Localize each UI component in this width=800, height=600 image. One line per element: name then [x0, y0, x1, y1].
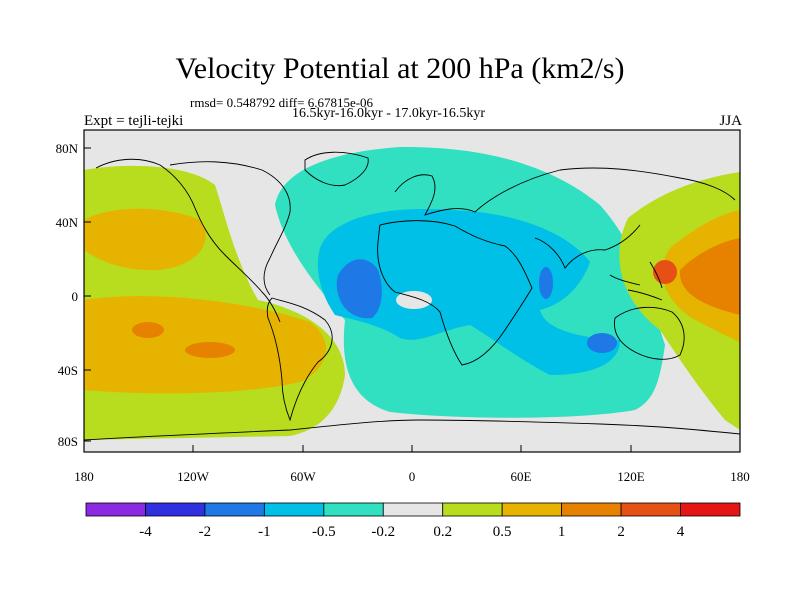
colorbar-label: -2	[199, 524, 212, 540]
coast-antarctica	[84, 419, 740, 441]
colorbar-swatch	[442, 502, 503, 517]
lon-tick-label: 180	[730, 469, 750, 484]
lat-tick-label: 0	[72, 289, 79, 304]
coast-eurasia	[394, 167, 736, 269]
colorbar-label: 1	[558, 524, 566, 540]
colorbar-label: 0.5	[493, 524, 512, 540]
contour-negative-1b	[539, 267, 553, 299]
colorbar-swatch	[382, 502, 444, 517]
contour-positive-west-1a	[132, 322, 164, 338]
map-plot-area	[84, 130, 740, 452]
lon-tick-label: 60E	[511, 469, 532, 484]
lon-tick-label: 60W	[290, 469, 316, 484]
contour-neutral-gulf-of-guinea	[396, 291, 432, 309]
colorbar-swatch	[561, 502, 622, 517]
contour-negative-1a	[336, 259, 382, 319]
coast-greenland	[304, 151, 369, 187]
contour-positive-west-1b	[185, 342, 235, 358]
lon-tick-label: 120W	[177, 469, 210, 484]
contour-positive-east-2	[653, 260, 677, 284]
lat-tick-label: 80S	[58, 434, 78, 449]
lon-tick-label: 120E	[617, 469, 645, 484]
lat-tick-label: 80N	[56, 141, 79, 156]
contour-negative-0.5	[317, 209, 620, 375]
colorbar-label: 0.2	[433, 524, 452, 540]
lon-tick-label: 180	[74, 469, 94, 484]
coast-australia	[614, 306, 685, 360]
colorbar-swatch	[263, 502, 325, 517]
coast-maritime-continent	[609, 261, 663, 301]
colorbar-swatch	[680, 502, 741, 517]
contour-negative-1c	[587, 333, 617, 353]
coast-africa	[377, 220, 533, 366]
colorbar-swatch	[323, 502, 384, 517]
colorbar-swatch	[145, 502, 206, 517]
lat-tick-label: 40S	[58, 363, 78, 378]
longitude-axis: 180 120W 60W 0 60E 120E 180	[74, 445, 750, 484]
colorbar-label: -0.2	[371, 524, 395, 540]
latitude-axis: 80N 40N 0 40S 80S	[56, 141, 91, 449]
coast-south-america	[266, 297, 333, 422]
lon-tick-label: 0	[409, 469, 416, 484]
contour-positive-west-0.5a	[84, 208, 206, 271]
colorbar-label: -1	[258, 524, 271, 540]
lat-tick-label: 40N	[56, 215, 79, 230]
colorbar-label: 4	[677, 524, 685, 540]
colorbar-swatch	[501, 502, 563, 517]
map-title: Velocity Potential at 200 hPa (km2/s)	[175, 52, 625, 85]
colorbar-swatch	[85, 502, 146, 517]
coast-north-america	[95, 158, 291, 323]
subtitle: 16.5kyr-16.0kyr - 17.0kyr-16.5kyr	[292, 106, 486, 121]
stats-text: rmsd= 0.548792 diff= 6.67815e-06	[190, 95, 374, 110]
colorbar-label: -4	[139, 524, 152, 540]
colorbar-label: -0.5	[312, 524, 336, 540]
colorbar-swatch	[204, 502, 265, 517]
colorbar: -4 -2 -1 -0.5 -0.2 0.2 0.5 1 2 4	[85, 502, 741, 540]
coastlines	[84, 151, 740, 441]
colorbar-swatch	[620, 502, 681, 517]
experiment-label: Expt = tejli-tejki	[84, 113, 184, 129]
contour-positive-east-1	[679, 238, 740, 315]
season-label: JJA	[719, 113, 742, 129]
colorbar-label: 2	[617, 524, 625, 540]
